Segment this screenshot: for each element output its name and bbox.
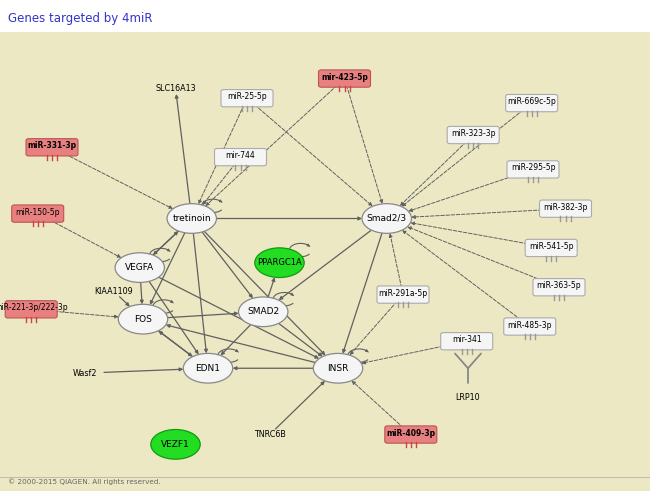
Text: miR-669c-5p: miR-669c-5p <box>507 97 556 106</box>
Ellipse shape <box>167 204 216 233</box>
Text: miR-541-5p: miR-541-5p <box>529 242 573 251</box>
Text: TNRC6B: TNRC6B <box>254 430 286 439</box>
Ellipse shape <box>118 304 168 334</box>
Text: FOS: FOS <box>134 315 152 324</box>
Text: mir-341: mir-341 <box>452 335 482 344</box>
FancyBboxPatch shape <box>26 138 78 156</box>
Text: miR-25-5p: miR-25-5p <box>227 92 266 101</box>
Ellipse shape <box>362 204 411 233</box>
Text: miR-221-3p/222-3p: miR-221-3p/222-3p <box>0 303 68 312</box>
Text: VEGFA: VEGFA <box>125 263 154 272</box>
Text: mir-744: mir-744 <box>226 151 255 160</box>
Text: miR-409-3p: miR-409-3p <box>386 429 436 437</box>
Text: PPARGC1A: PPARGC1A <box>257 258 302 267</box>
FancyBboxPatch shape <box>5 300 57 318</box>
Ellipse shape <box>255 248 304 277</box>
Text: miR-323-3p: miR-323-3p <box>451 129 495 138</box>
Text: mir-423-5p: mir-423-5p <box>321 73 368 82</box>
FancyBboxPatch shape <box>214 148 266 166</box>
FancyBboxPatch shape <box>441 332 493 350</box>
Text: LRP10: LRP10 <box>456 393 480 402</box>
FancyBboxPatch shape <box>507 161 559 178</box>
Ellipse shape <box>183 354 233 383</box>
Text: KIAA1109: KIAA1109 <box>94 287 133 296</box>
Text: miR-382-3p: miR-382-3p <box>543 203 588 212</box>
Text: Smad2/3: Smad2/3 <box>367 214 407 223</box>
Ellipse shape <box>313 354 363 383</box>
FancyBboxPatch shape <box>506 94 558 112</box>
Text: miR-295-5p: miR-295-5p <box>511 164 555 172</box>
Ellipse shape <box>115 253 164 282</box>
FancyBboxPatch shape <box>377 286 429 303</box>
Text: Wasf2: Wasf2 <box>72 369 97 378</box>
FancyBboxPatch shape <box>0 0 650 32</box>
FancyBboxPatch shape <box>385 426 437 443</box>
Text: SLC16A13: SLC16A13 <box>155 84 196 93</box>
Text: Genes targeted by 4miR: Genes targeted by 4miR <box>8 12 152 25</box>
FancyBboxPatch shape <box>221 89 273 107</box>
Text: SMAD2: SMAD2 <box>247 307 280 316</box>
Text: tretinoin: tretinoin <box>172 214 211 223</box>
Text: miR-150-5p: miR-150-5p <box>16 208 60 217</box>
FancyBboxPatch shape <box>447 126 499 144</box>
FancyBboxPatch shape <box>540 200 592 218</box>
FancyBboxPatch shape <box>318 70 370 87</box>
FancyBboxPatch shape <box>525 239 577 257</box>
Text: VEZF1: VEZF1 <box>161 440 190 449</box>
Text: miR-485-3p: miR-485-3p <box>508 321 552 329</box>
Text: © 2000-2015 QIAGEN. All rights reserved.: © 2000-2015 QIAGEN. All rights reserved. <box>8 478 161 485</box>
FancyBboxPatch shape <box>504 318 556 335</box>
Text: miR-331-3p: miR-331-3p <box>27 141 77 150</box>
FancyBboxPatch shape <box>12 205 64 222</box>
FancyBboxPatch shape <box>533 278 585 296</box>
Ellipse shape <box>151 430 200 459</box>
Text: INSR: INSR <box>328 364 348 373</box>
Text: miR-363-5p: miR-363-5p <box>537 281 581 290</box>
Text: miR-291a-5p: miR-291a-5p <box>378 289 428 298</box>
Text: EDN1: EDN1 <box>196 364 220 373</box>
Ellipse shape <box>239 297 288 327</box>
